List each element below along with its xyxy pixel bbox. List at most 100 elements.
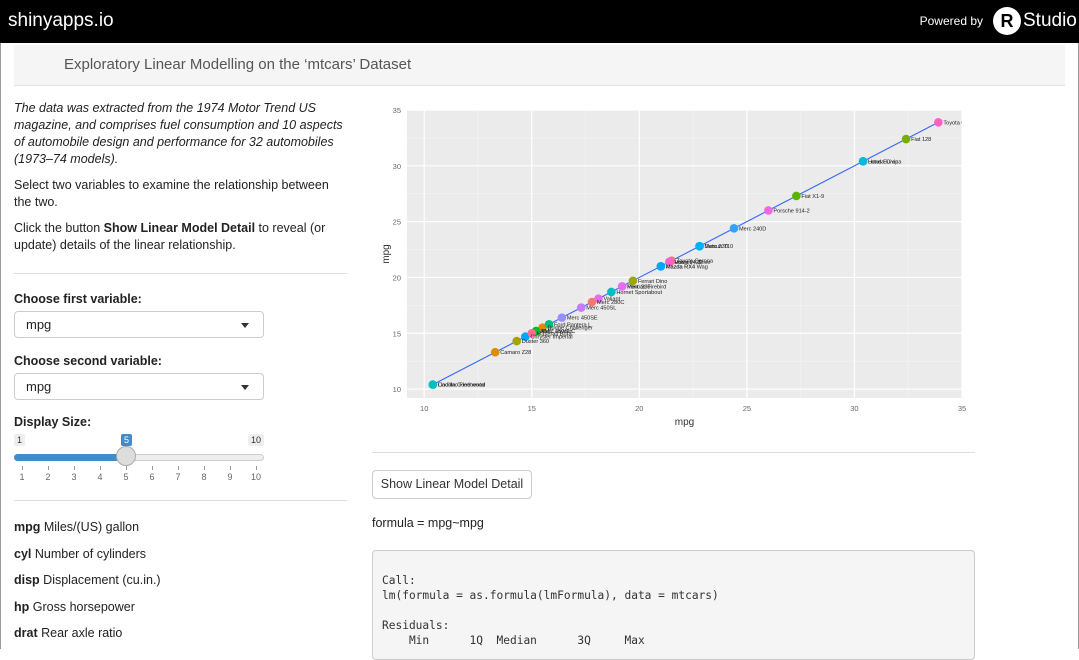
point-label: Fiat 128 xyxy=(911,137,931,143)
variable-item: hp Gross horsepower xyxy=(14,599,161,626)
powered-by-text: Powered by xyxy=(919,14,983,28)
point-label: Toyota Corolla xyxy=(943,120,975,126)
point-label: Ferrari Dino xyxy=(638,279,668,285)
rstudio-r-icon[interactable]: R xyxy=(993,7,1021,35)
slider-value-label: 5 xyxy=(121,434,133,446)
formula-text: formula = mpg~mpg xyxy=(372,516,484,530)
data-point xyxy=(557,313,567,322)
first-variable-value: mpg xyxy=(26,317,52,332)
data-point xyxy=(656,261,666,271)
data-point xyxy=(792,191,801,201)
point-label: Toyota Corona xyxy=(677,259,714,265)
variable-code: drat xyxy=(14,626,38,640)
variable-desc: Rear axle ratio xyxy=(37,626,123,640)
data-point xyxy=(428,380,438,389)
variable-desc: Gross horsepower xyxy=(29,599,135,614)
data-point xyxy=(594,294,603,303)
slider-tick xyxy=(126,466,127,470)
brand-logo[interactable]: shinyapps.io xyxy=(8,10,114,31)
point-label: Fiat X1-9 xyxy=(801,194,824,200)
second-variable-value: mpg xyxy=(26,379,52,394)
point-label: Merc 280C xyxy=(597,300,624,306)
data-point xyxy=(858,157,868,166)
slider-tick xyxy=(22,466,23,470)
point-label: Mazda RX4 xyxy=(666,264,695,270)
second-variable-select[interactable]: mpg xyxy=(14,373,264,400)
variable-code: disp xyxy=(14,573,40,587)
data-point xyxy=(538,323,547,332)
frame-border-left xyxy=(0,43,1,649)
data-point xyxy=(512,336,522,346)
point-label: Hornet Sportabout xyxy=(616,290,662,296)
slider-tick-label: 8 xyxy=(201,472,207,482)
y-tick-label: 10 xyxy=(393,385,401,394)
variable-code: mpg xyxy=(14,520,41,534)
y-tick-label: 25 xyxy=(393,218,401,227)
data-point xyxy=(628,276,638,286)
data-point xyxy=(729,224,739,233)
display-size-slider[interactable]: 1 5 10 1 2 3 4 5 6 7 8 9 10 xyxy=(14,432,264,488)
x-tick-label: 20 xyxy=(635,404,643,413)
instruction-button: Click the button Show Linear Model Detai… xyxy=(14,220,349,254)
point-label: Cadillac Fleetwood xyxy=(438,383,485,389)
point-label: Merc 230 xyxy=(705,244,728,250)
x-tick-label: 25 xyxy=(743,404,751,413)
slider-tick-label: 1 xyxy=(19,472,25,482)
data-point xyxy=(901,134,911,144)
instruction-bold: Show Linear Model Detail xyxy=(103,221,256,235)
slider-tick-label: 6 xyxy=(149,472,155,482)
slider-tick-label: 7 xyxy=(175,472,181,482)
data-point xyxy=(617,282,627,291)
slider-tick-label: 4 xyxy=(97,472,103,482)
point-label: Valiant xyxy=(603,297,620,303)
point-label: AMC Javelin xyxy=(541,329,572,335)
x-tick-label: 15 xyxy=(528,404,536,413)
slider-fill xyxy=(14,454,126,461)
main-divider xyxy=(372,452,975,453)
point-label: Duster 360 xyxy=(522,339,549,345)
rstudio-logo-text[interactable]: Studio xyxy=(1023,10,1077,31)
instruction-prefix: Click the button xyxy=(14,221,104,235)
sidebar: The data was extracted from the 1974 Mot… xyxy=(14,100,349,263)
caret-down-icon xyxy=(241,385,249,390)
slider-tick xyxy=(256,466,257,470)
page-title: Exploratory Linear Modelling on the ‘mtc… xyxy=(64,56,412,73)
title-panel: Exploratory Linear Modelling on the ‘mtc… xyxy=(14,45,1065,86)
second-variable-label: Choose second variable: xyxy=(14,354,162,368)
point-label: Merc 450SLC xyxy=(541,329,575,335)
point-label: Hornet 4 Drive xyxy=(674,260,710,266)
slider-max-label: 10 xyxy=(247,434,264,446)
show-linear-model-button[interactable]: Show Linear Model Detail xyxy=(372,470,532,499)
slider-handle[interactable] xyxy=(116,446,136,466)
data-point xyxy=(587,297,597,307)
variable-code: cyl xyxy=(14,546,32,561)
display-size-label: Display Size: xyxy=(14,415,92,429)
x-tick-label: 10 xyxy=(420,404,428,413)
point-label: Lotus Europa xyxy=(868,159,902,165)
point-label: Datsun 710 xyxy=(705,244,734,250)
sidebar-divider-2 xyxy=(14,500,347,501)
data-point xyxy=(934,117,943,127)
slider-tick xyxy=(100,466,101,470)
slider-tick-label: 2 xyxy=(45,472,51,482)
slider-tick xyxy=(178,466,179,470)
data-point xyxy=(607,287,616,297)
variable-item: disp Displacement (cu.in.) xyxy=(14,572,161,599)
first-variable-select[interactable]: mpg xyxy=(14,311,264,338)
point-label: Volvo 142E xyxy=(674,260,703,266)
data-point xyxy=(527,328,537,338)
variable-code: hp xyxy=(14,599,30,614)
y-axis-label: mpg xyxy=(381,244,392,263)
slider-tick xyxy=(74,466,75,470)
point-label: Pontiac Firebird xyxy=(627,284,666,290)
x-tick-label: 35 xyxy=(958,404,966,413)
point-label: Merc 240D xyxy=(739,226,766,232)
data-point xyxy=(695,241,704,251)
slider-tick-label: 3 xyxy=(71,472,77,482)
point-label: Honda Civic xyxy=(868,159,898,165)
variable-item: cyl Number of cylinders xyxy=(14,546,161,573)
slider-tick-label: 10 xyxy=(251,472,262,482)
variable-list: mpg Miles/(US) gallon cyl Number of cylin… xyxy=(14,519,161,652)
data-point xyxy=(521,332,530,341)
